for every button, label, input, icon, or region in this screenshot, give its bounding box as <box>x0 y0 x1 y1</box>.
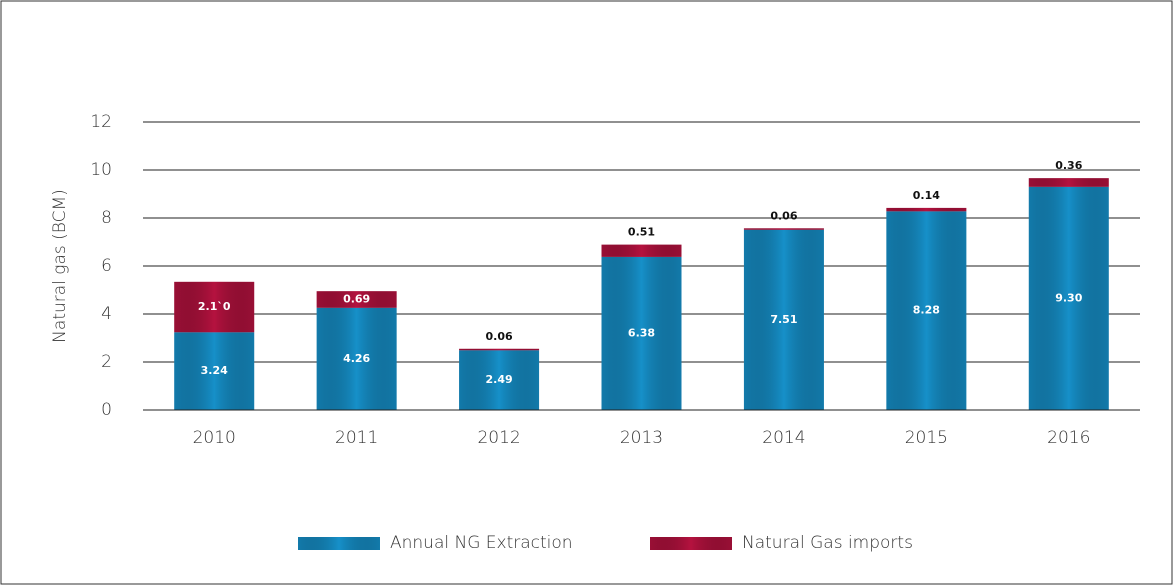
bar-shade <box>743 228 824 230</box>
x-tick-label: 2014 <box>762 428 805 448</box>
x-tick-label: 2012 <box>477 428 520 448</box>
value-label: 3.24 <box>201 364 228 377</box>
y-tick-label: 4 <box>101 304 112 324</box>
y-tick-label: 8 <box>101 208 112 228</box>
value-label: 2.1`0 <box>198 300 231 313</box>
x-tick-label: 2011 <box>335 428 378 448</box>
legend-label: Annual NG Extraction <box>390 533 573 553</box>
bar-shade <box>174 332 255 410</box>
bar-shade <box>459 350 540 410</box>
x-tick-label: 2016 <box>1047 428 1090 448</box>
y-tick-label: 12 <box>90 112 112 132</box>
bar-shade <box>316 307 397 410</box>
bar-shade <box>886 211 967 410</box>
y-tick-label: 2 <box>101 352 112 372</box>
y-tick-label: 6 <box>101 256 112 276</box>
value-label: 0.69 <box>343 292 370 305</box>
bar-shade <box>601 256 682 410</box>
value-label: 7.51 <box>770 313 797 326</box>
value-label: 0.36 <box>1055 159 1082 172</box>
value-label: 0.06 <box>770 209 797 222</box>
y-axis-label: Natural gas (BCM) <box>50 189 70 343</box>
bar-shade <box>459 348 540 351</box>
bar-shade <box>174 281 255 333</box>
legend-shade <box>298 537 380 550</box>
legend-shade <box>650 537 732 550</box>
legend-label: Natural Gas imports <box>742 533 913 553</box>
bar-shade <box>601 244 682 257</box>
bar-shade <box>1028 178 1109 187</box>
x-tick-label: 2010 <box>193 428 236 448</box>
bar-shade <box>1028 186 1109 410</box>
bar-shade <box>316 291 397 308</box>
value-label: 0.51 <box>628 226 655 239</box>
x-tick-label: 2013 <box>620 428 663 448</box>
value-label: 9.30 <box>1055 291 1082 304</box>
value-label: 4.26 <box>343 352 370 365</box>
bar-shade <box>743 229 824 410</box>
x-tick-label: 2015 <box>905 428 948 448</box>
value-label: 0.14 <box>913 189 940 202</box>
value-label: 6.38 <box>628 326 655 339</box>
y-tick-label: 10 <box>90 160 112 180</box>
bar-shade <box>886 207 967 212</box>
value-label: 8.28 <box>913 304 940 317</box>
value-label: 2.49 <box>486 373 513 386</box>
value-label: 0.06 <box>486 330 513 343</box>
y-tick-label: 0 <box>101 400 112 420</box>
